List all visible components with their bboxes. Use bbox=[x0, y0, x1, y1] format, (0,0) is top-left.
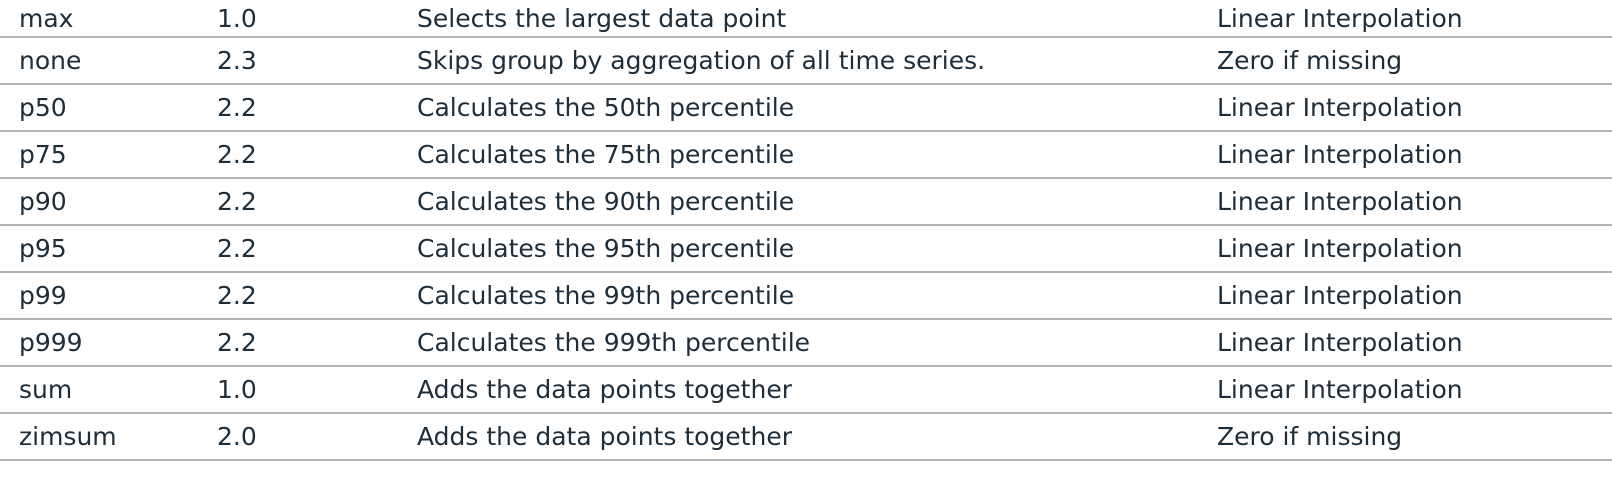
interpolation-cell: Linear Interpolation bbox=[1217, 328, 1463, 357]
description-cell: Adds the data points together bbox=[417, 422, 792, 451]
aggregator-name-cell: p99 bbox=[19, 281, 67, 310]
table-row: max 1.0 Selects the largest data point L… bbox=[0, 0, 1612, 38]
aggregator-table: max 1.0 Selects the largest data point L… bbox=[0, 0, 1612, 461]
since-version-cell: 2.2 bbox=[217, 93, 257, 122]
description-cell: Calculates the 50th percentile bbox=[417, 93, 795, 122]
table-row: none 2.3 Skips group by aggregation of a… bbox=[0, 38, 1612, 85]
interpolation-cell: Linear Interpolation bbox=[1217, 93, 1463, 122]
table-row: zimsum 2.0 Adds the data points together… bbox=[0, 414, 1612, 461]
since-version-cell: 2.0 bbox=[217, 422, 257, 451]
aggregator-name-cell: p95 bbox=[19, 234, 67, 263]
interpolation-cell: Linear Interpolation bbox=[1217, 234, 1463, 263]
aggregator-name-cell: p75 bbox=[19, 140, 67, 169]
table-row: p99 2.2 Calculates the 99th percentile L… bbox=[0, 273, 1612, 320]
interpolation-cell: Linear Interpolation bbox=[1217, 375, 1463, 404]
interpolation-cell: Linear Interpolation bbox=[1217, 3, 1463, 33]
aggregator-name-cell: sum bbox=[19, 375, 73, 404]
table-row: p75 2.2 Calculates the 75th percentile L… bbox=[0, 132, 1612, 179]
interpolation-cell: Linear Interpolation bbox=[1217, 187, 1463, 216]
since-version-cell: 2.2 bbox=[217, 281, 257, 310]
table-row: p999 2.2 Calculates the 999th percentile… bbox=[0, 320, 1612, 367]
since-version-cell: 2.2 bbox=[217, 328, 257, 357]
interpolation-cell: Linear Interpolation bbox=[1217, 281, 1463, 310]
aggregator-name-cell: none bbox=[19, 46, 82, 75]
aggregator-name-cell: p999 bbox=[19, 328, 83, 357]
since-version-cell: 2.2 bbox=[217, 187, 257, 216]
description-cell: Selects the largest data point bbox=[417, 3, 787, 33]
interpolation-cell: Zero if missing bbox=[1217, 422, 1403, 451]
description-cell: Calculates the 75th percentile bbox=[417, 140, 795, 169]
description-cell: Calculates the 999th percentile bbox=[417, 328, 811, 357]
since-version-cell: 1.0 bbox=[217, 3, 257, 33]
since-version-cell: 2.2 bbox=[217, 140, 257, 169]
since-version-cell: 2.2 bbox=[217, 234, 257, 263]
table-row: p50 2.2 Calculates the 50th percentile L… bbox=[0, 85, 1612, 132]
description-cell: Calculates the 95th percentile bbox=[417, 234, 795, 263]
table-row: p95 2.2 Calculates the 95th percentile L… bbox=[0, 226, 1612, 273]
table-row: p90 2.2 Calculates the 90th percentile L… bbox=[0, 179, 1612, 226]
aggregator-name-cell: zimsum bbox=[19, 422, 117, 451]
description-cell: Skips group by aggregation of all time s… bbox=[417, 46, 986, 75]
table-row: sum 1.0 Adds the data points together Li… bbox=[0, 367, 1612, 414]
aggregator-name-cell: p90 bbox=[19, 187, 67, 216]
description-cell: Calculates the 99th percentile bbox=[417, 281, 795, 310]
description-cell: Adds the data points together bbox=[417, 375, 792, 404]
aggregator-name-cell: max bbox=[19, 3, 74, 33]
since-version-cell: 1.0 bbox=[217, 375, 257, 404]
aggregator-name-cell: p50 bbox=[19, 93, 67, 122]
interpolation-cell: Zero if missing bbox=[1217, 46, 1403, 75]
description-cell: Calculates the 90th percentile bbox=[417, 187, 795, 216]
interpolation-cell: Linear Interpolation bbox=[1217, 140, 1463, 169]
since-version-cell: 2.3 bbox=[217, 46, 257, 75]
